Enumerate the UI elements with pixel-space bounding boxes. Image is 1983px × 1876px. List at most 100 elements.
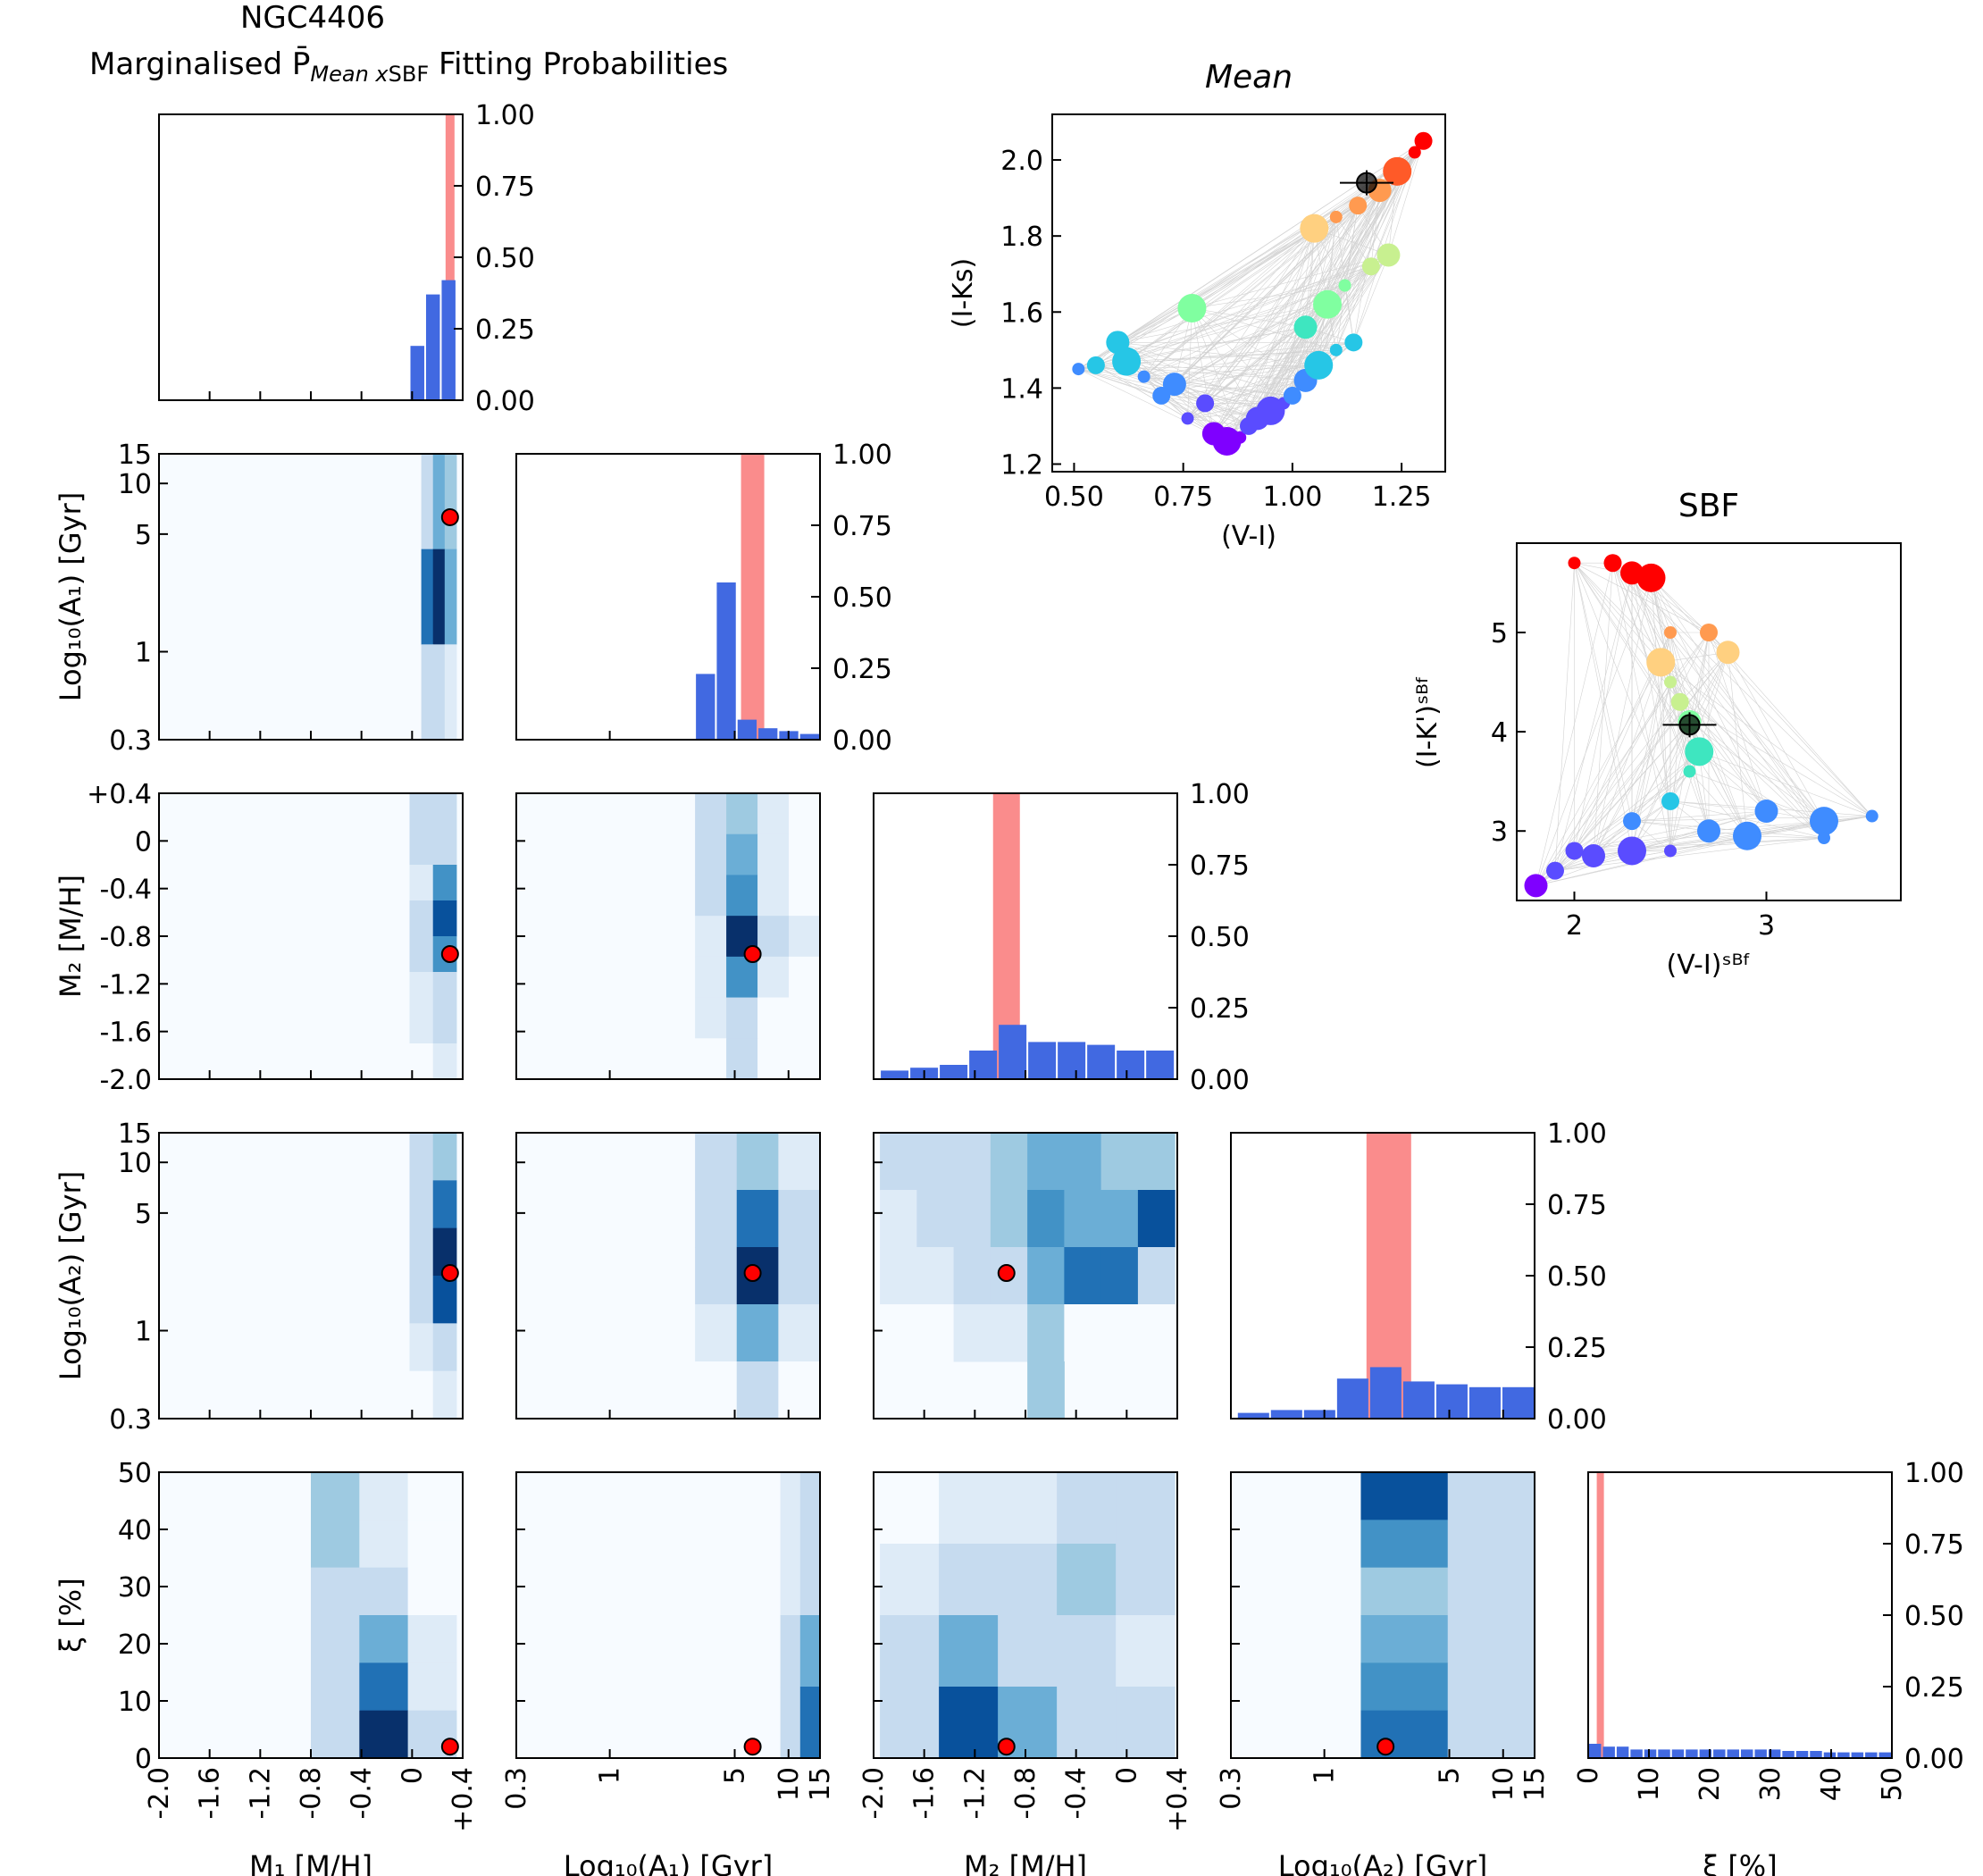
- y-tick-label: 1: [135, 1317, 152, 1348]
- model-line: [1699, 751, 1767, 812]
- heatmap-cell: [916, 1304, 955, 1362]
- y-axis-label: Log₁₀(A₁) [Gyr]: [54, 492, 88, 702]
- heatmap-cell: [953, 1190, 992, 1248]
- model-line: [1574, 721, 1690, 851]
- x-tick-label: -0.8: [1010, 1767, 1042, 1820]
- heatmap-cell: [1116, 1472, 1176, 1545]
- x-tick-label: 10: [1488, 1767, 1519, 1801]
- heatmap-cell: [1360, 1472, 1449, 1520]
- model-line: [1117, 140, 1424, 343]
- heatmap-cell: [409, 1043, 434, 1080]
- heatmap-cell: [757, 916, 790, 958]
- model-line: [1239, 140, 1424, 438]
- best-fit-marker: [440, 945, 459, 963]
- model-line: [1174, 265, 1372, 385]
- prob-tick-label: 0.25: [1190, 993, 1250, 1025]
- y-tick-label: 15: [118, 440, 152, 471]
- model-line: [1161, 255, 1389, 397]
- x-axis-label: M₁ [M/H]: [249, 1849, 372, 1876]
- best-fit-marker: [440, 1738, 459, 1756]
- x-tick-label: 0.3: [501, 1767, 532, 1810]
- best-fit-marker: [743, 1738, 762, 1756]
- model-line: [1554, 652, 1728, 871]
- model-line: [1192, 307, 1306, 328]
- model-point: [1181, 412, 1194, 425]
- model-line: [1535, 701, 1680, 886]
- model-line: [1125, 255, 1389, 362]
- y-tick-label: 40: [118, 1515, 152, 1546]
- histogram-bar: [1303, 1410, 1335, 1419]
- y-axis-label: ξ [%]: [54, 1578, 88, 1652]
- heatmap-cell: [1447, 1662, 1535, 1712]
- heatmap-cell: [432, 829, 457, 866]
- model-line: [1631, 771, 1690, 851]
- model-line: [1078, 171, 1398, 370]
- y-tick-label: 50: [118, 1458, 152, 1489]
- heatmap-cell: [1100, 1304, 1139, 1362]
- model-line: [1679, 701, 1872, 817]
- model-point: [1329, 343, 1343, 356]
- histogram-bar: [758, 728, 778, 740]
- heatmap-cell: [998, 1544, 1058, 1616]
- model-line: [1631, 573, 1671, 801]
- heatmap-cell: [939, 1615, 999, 1688]
- y-tick-label: 1.2: [1000, 449, 1043, 481]
- histogram-bar: [1686, 1749, 1698, 1758]
- histogram-bar: [1644, 1749, 1657, 1758]
- histogram-bar: [1058, 1042, 1086, 1079]
- best-fit-marker: [997, 1738, 1016, 1756]
- heatmap-cell: [736, 1133, 779, 1191]
- model-point: [1700, 624, 1718, 641]
- prob-tick-label: 1.00: [1190, 779, 1250, 810]
- histogram-bar: [1468, 1386, 1501, 1419]
- model-line: [1213, 140, 1424, 434]
- heatmap-cell: [359, 1615, 409, 1663]
- model-line: [1535, 662, 1661, 886]
- model-line: [1535, 632, 1710, 886]
- heatmap-cell: [409, 1227, 434, 1277]
- histogram-bar: [799, 733, 819, 740]
- model-point: [1329, 210, 1343, 223]
- model-line: [1143, 228, 1315, 377]
- heatmap-cell: [1027, 1304, 1065, 1362]
- model-point: [1818, 832, 1830, 844]
- heatmap-cell: [780, 1472, 801, 1545]
- x-axis-label: (V-I): [1221, 521, 1276, 552]
- heatmap-cell: [778, 1361, 821, 1420]
- y-axis-label: Log₁₀(A₂) [Gyr]: [54, 1171, 88, 1381]
- model-line: [1651, 577, 1825, 839]
- heatmap-cell: [789, 793, 821, 835]
- model-line: [1213, 205, 1359, 434]
- model-line: [1257, 205, 1359, 419]
- heatmap-cell: [757, 793, 790, 835]
- x-tick-label: -1.2: [959, 1767, 991, 1820]
- model-line: [1669, 632, 1748, 836]
- heatmap-cell: [409, 1133, 434, 1181]
- model-point: [1670, 692, 1689, 711]
- heatmap-cell: [444, 644, 457, 741]
- model-point: [1546, 861, 1564, 880]
- model-point: [1313, 289, 1342, 319]
- model-line: [1187, 418, 1250, 427]
- y-axis-label: (I-Ks): [948, 258, 979, 328]
- heatmap-cell: [695, 1247, 738, 1305]
- figure-title-sub2: SBF: [388, 61, 430, 87]
- y-tick-label: -0.8: [99, 922, 152, 953]
- heatmap-cell: [695, 916, 727, 958]
- x-tick-label: +0.4: [448, 1767, 479, 1832]
- heatmap-cell: [432, 644, 446, 741]
- x-tick-label: -0.4: [1061, 1767, 1092, 1820]
- prob-tick-label: 0.00: [475, 386, 535, 417]
- histogram-bar: [1741, 1749, 1753, 1758]
- histogram-bar: [1630, 1749, 1643, 1758]
- model-line: [1204, 216, 1337, 404]
- heatmap-cell: [757, 997, 790, 1039]
- model-line: [1344, 140, 1424, 286]
- model-point: [1568, 557, 1581, 570]
- heatmap-cell: [432, 1323, 457, 1372]
- prob-tick-label: 0.75: [1190, 850, 1250, 882]
- y-tick-label: 3: [1491, 817, 1508, 848]
- histogram-frame: [1587, 1471, 1893, 1759]
- model-line: [1689, 771, 1825, 822]
- histogram-bar: [1589, 1744, 1602, 1758]
